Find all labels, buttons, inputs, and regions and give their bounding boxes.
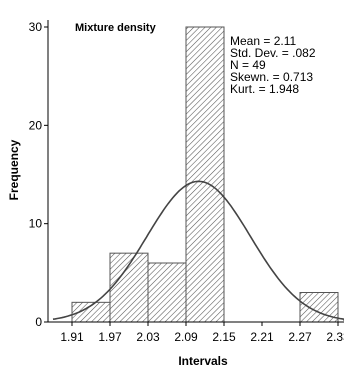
x-tick-label: 2.27 xyxy=(288,330,312,344)
y-tick-label: 10 xyxy=(29,217,43,231)
y-tick-label: 30 xyxy=(29,20,43,34)
x-tick-label: 2.09 xyxy=(174,330,198,344)
x-tick-label: 2.33 xyxy=(326,330,344,344)
normal-curve xyxy=(52,180,344,321)
histogram-bar xyxy=(147,262,187,323)
stat-skew: Skewn. = 0.713 xyxy=(230,70,313,84)
stat-kurt: Kurt. = 1.948 xyxy=(230,82,299,96)
y-tick-label: 20 xyxy=(29,118,43,132)
chart-title: Mixture density xyxy=(75,22,157,34)
x-tick-label: 2.15 xyxy=(212,330,236,344)
x-tick-label: 2.21 xyxy=(250,330,274,344)
x-tick-label: 2.03 xyxy=(136,330,160,344)
histogram-bar xyxy=(185,26,225,323)
x-tick-label: 1.97 xyxy=(98,330,122,344)
x-axis-label: Intervals xyxy=(178,354,228,365)
stat-n: N = 49 xyxy=(230,58,266,72)
stat-mean: Mean = 2.11 xyxy=(230,34,296,48)
y-axis-label: Frequency xyxy=(7,139,21,200)
stat-std: Std. Dev. = .082 xyxy=(230,46,316,60)
x-tick-label: 1.91 xyxy=(60,330,84,344)
y-tick-label: 0 xyxy=(35,315,42,329)
